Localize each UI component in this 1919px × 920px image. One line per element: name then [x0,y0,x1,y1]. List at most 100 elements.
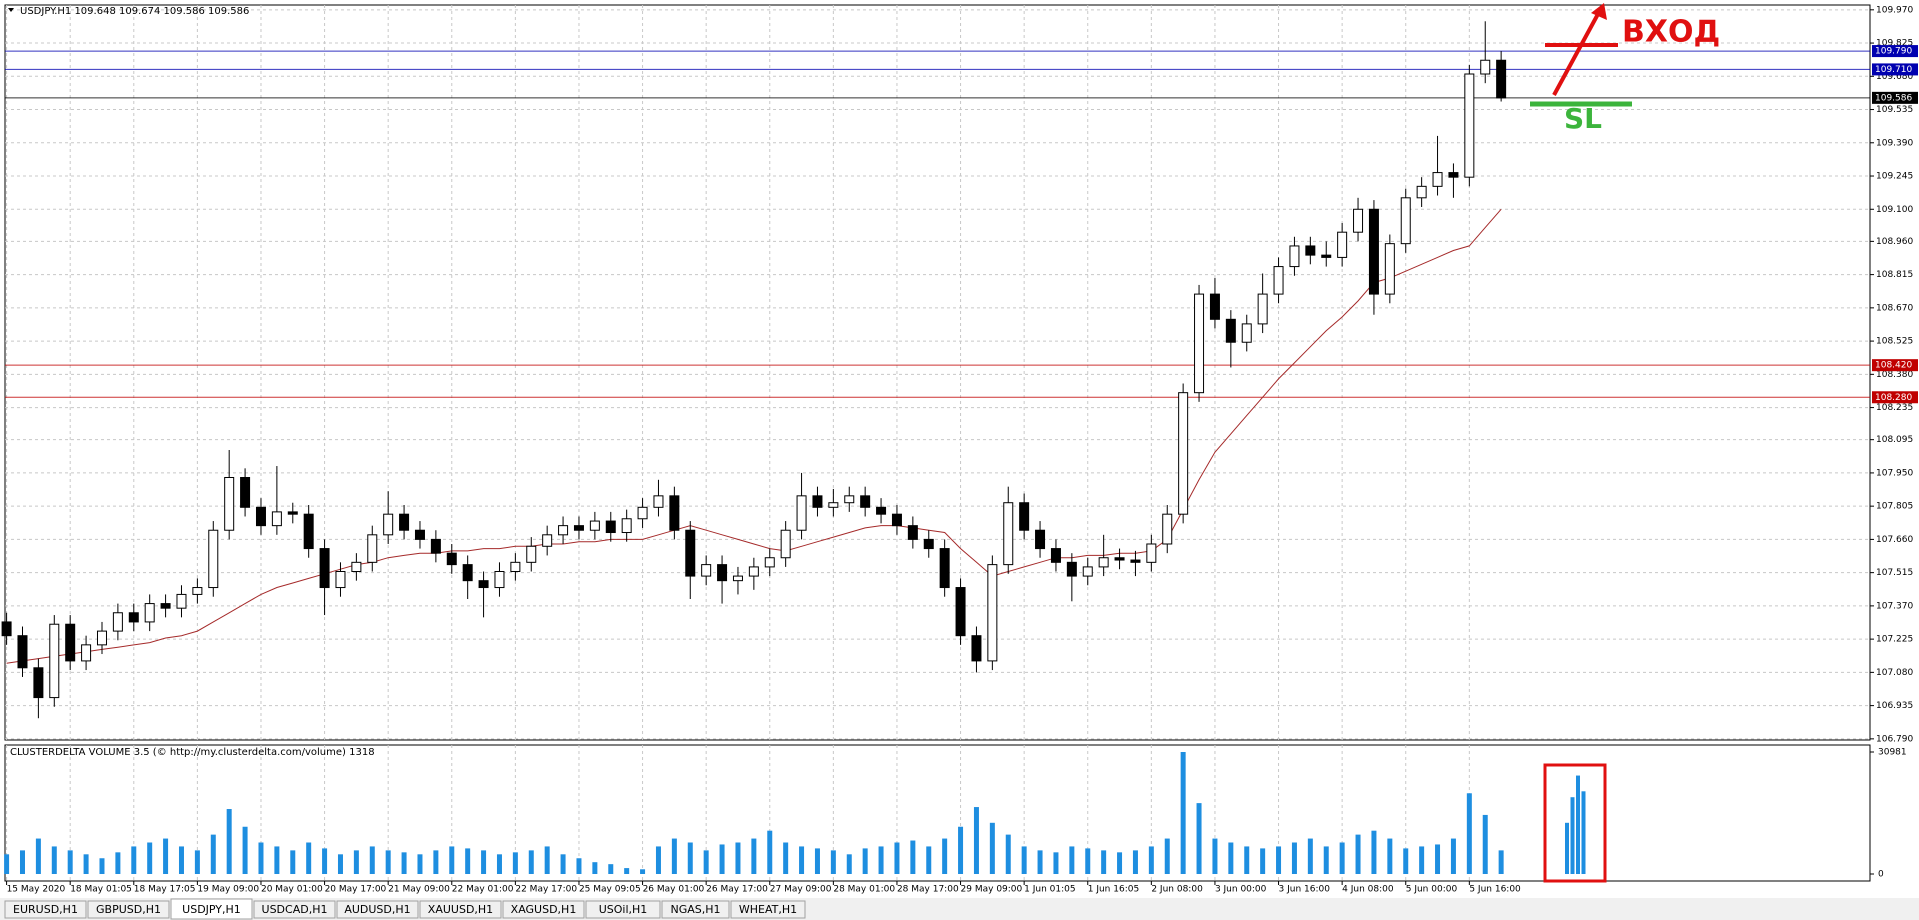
tab-label[interactable]: XAUUSD,H1 [428,903,493,916]
volume-bar [1021,846,1027,874]
highlight-box [1543,763,1607,883]
volume-bar [258,842,264,874]
volume-bar [973,807,979,874]
tab[interactable] [4,900,87,919]
x-tick-label: 3 Jun 00:00 [1215,885,1267,895]
volume-bar [1085,848,1091,874]
candle-body [1400,197,1411,245]
volume-bar [1482,814,1488,874]
volume-bar [449,846,455,874]
volume-bar [894,842,900,874]
tab-label[interactable]: WHEAT,H1 [739,903,797,916]
volume-bar [1498,850,1504,874]
entry-arrow [1552,13,1600,96]
y-tick-label: 109.535 [1876,105,1913,115]
y-tick-label: 107.950 [1876,468,1913,478]
candle-body [287,511,298,515]
tab-label[interactable]: AUDUSD,H1 [344,903,410,916]
tab-label[interactable]: USOil,H1 [599,903,648,916]
level-label: 108.280 [1875,393,1912,403]
candle-body [33,667,44,699]
volume-bar [322,848,328,874]
tab[interactable] [87,900,170,919]
y-tick-label: 108.095 [1876,435,1913,445]
tab[interactable] [253,900,336,919]
level-tag [1872,45,1918,58]
volume-bar [512,852,518,874]
volume-bar [1260,848,1266,874]
volume-bar [178,846,184,874]
candle-body [1384,243,1395,295]
volume-bar [560,854,566,874]
y-tick-label: 107.225 [1876,635,1913,645]
volume-bar [465,848,471,874]
tab[interactable] [419,900,502,919]
candle-body [860,495,871,508]
y-tick-label: 107.805 [1876,502,1913,512]
candle-body [764,557,775,568]
tab[interactable] [730,900,806,919]
x-tick-label: 27 May 09:00 [770,885,832,895]
y-tick-label: 109.100 [1876,205,1913,215]
candle-body [573,525,584,531]
candle-body [1114,557,1125,561]
candle-body [335,570,346,589]
volume-bar [624,868,630,874]
volume-bar [417,854,423,874]
volume-bar [163,838,169,874]
x-tick-label: 28 May 17:00 [897,885,959,895]
candle-body [876,506,887,515]
tab-label[interactable]: EURUSD,H1 [13,903,78,916]
volume-bar [1164,838,1170,874]
volume-panel [4,744,1871,882]
tab-label[interactable]: GBPUSD,H1 [96,903,161,916]
tab-label[interactable]: USDJPY,H1 [182,903,241,916]
volume-bar [1005,834,1011,874]
volume-bar [1355,834,1361,874]
highlight-volume-bar [1576,775,1580,874]
sl-label: SL [1564,102,1602,135]
candle-body [828,502,839,508]
candle-body [1178,392,1189,515]
moving-average [6,208,1502,664]
volume-bar [481,850,487,874]
tab[interactable] [661,900,730,919]
y-tick-label: 30981 [1878,748,1907,758]
tab[interactable] [336,900,419,919]
tab[interactable] [585,900,661,919]
candle-body [1353,208,1364,233]
x-tick-label: 22 May 01:00 [452,885,514,895]
volume-bar [131,846,137,874]
candle-body [462,564,473,582]
tab[interactable] [170,898,253,920]
volume-bar [385,850,391,874]
y-tick-label: 109.680 [1876,72,1913,82]
x-tick-label: 20 May 17:00 [325,885,387,895]
volume-bar [1276,846,1282,874]
candle-body [1464,73,1475,178]
y-tick-label: 109.245 [1876,172,1913,182]
tab[interactable] [502,900,585,919]
candle-body [542,534,553,547]
y-tick-label: 109.390 [1876,138,1913,148]
candle-body [1,621,12,637]
candle-body [653,495,664,508]
level-tag [1872,63,1918,76]
x-tick-label: 4 Jun 08:00 [1342,885,1394,895]
x-tick-label: 1 Jun 01:05 [1024,885,1075,895]
candle-body [1098,557,1109,568]
volume-bar [147,842,153,874]
volume-bar [655,846,661,874]
volume-bar [846,854,852,874]
volume-bar [958,826,964,874]
tab-label[interactable]: NGAS,H1 [670,903,720,916]
level-tag [1872,91,1918,104]
tab-label[interactable]: USDCAD,H1 [262,903,328,916]
volume-bar [1148,846,1154,874]
candle-body [1432,172,1443,187]
tab-label[interactable]: XAGUSD,H1 [511,903,577,916]
volume-bar [1132,850,1138,874]
candle-body [748,566,759,577]
x-tick-label: 26 May 17:00 [706,885,768,895]
volume-bar [687,842,693,874]
